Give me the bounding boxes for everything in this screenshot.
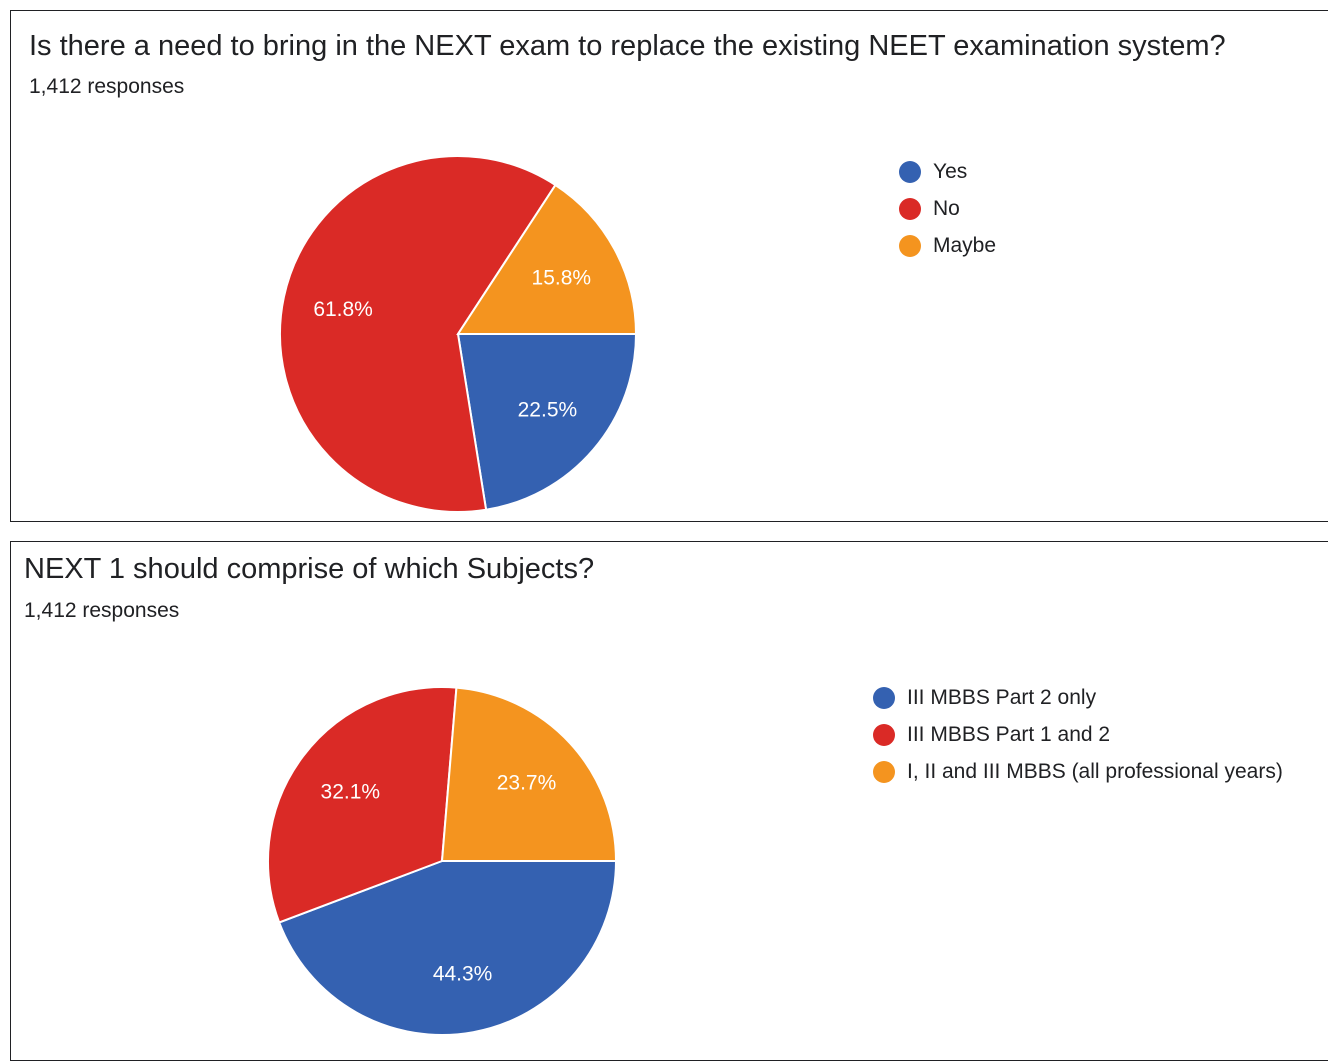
chart-title: NEXT 1 should comprise of which Subjects… — [24, 553, 595, 585]
legend-swatch-part1-and-2 — [873, 723, 895, 746]
legend-item-yes[interactable]: Yes — [899, 153, 996, 190]
slice-percent-label: 44.3% — [433, 963, 493, 986]
legend-label: I, II and III MBBS (all professional yea… — [907, 759, 1283, 783]
chart-title: Is there a need to bring in the NEXT exa… — [29, 30, 1226, 62]
pie-slice-1[interactable] — [456, 333, 638, 511]
slice-percent-label: 23.7% — [497, 772, 557, 795]
response-count: 1,412 responses — [24, 599, 180, 622]
legend-swatch-maybe — [899, 234, 921, 257]
slice-percent-label: 22.5% — [518, 399, 578, 422]
legend-label: III MBBS Part 2 only — [907, 685, 1097, 709]
legend-swatch-all-years — [873, 760, 895, 783]
slice-percent-label: 61.8% — [313, 298, 373, 321]
pie-slice-2[interactable] — [279, 155, 557, 513]
legend-label: No — [933, 196, 960, 220]
legend-label: Maybe — [933, 233, 997, 257]
chart-legend: Yes No Maybe — [899, 153, 996, 264]
slice-percent-label: 15.8% — [532, 267, 592, 290]
pie-chart: 44.3% 32.1% 23.7% — [267, 686, 618, 1036]
legend-swatch-no — [899, 197, 921, 220]
legend-item-part2-only[interactable]: III MBBS Part 2 only — [873, 679, 1283, 716]
legend-label: Yes — [933, 159, 968, 183]
legend-item-maybe[interactable]: Maybe — [899, 227, 996, 264]
slice-percent-label: 32.1% — [321, 780, 381, 803]
legend-item-no[interactable]: No — [899, 190, 996, 227]
pie-slice-3[interactable] — [456, 183, 638, 335]
pie-slice-1[interactable] — [277, 860, 618, 1036]
chart-legend: III MBBS Part 2 only III MBBS Part 1 and… — [873, 679, 1283, 790]
response-count: 1,412 responses — [29, 75, 185, 98]
legend-swatch-part2-only — [873, 686, 895, 709]
chart-card-next1-subjects: NEXT 1 should comprise of which Subjects… — [10, 541, 1328, 1061]
chart-card-need-for-next: Is there a need to bring in the NEXT exa… — [10, 10, 1328, 522]
pie-chart: 22.5% 61.8% 15.8% — [279, 155, 638, 513]
pie-slice-2[interactable] — [267, 686, 458, 924]
legend-label: III MBBS Part 1 and 2 — [907, 722, 1111, 746]
pie-slice-3[interactable] — [440, 686, 618, 862]
legend-item-part1-and-2[interactable]: III MBBS Part 1 and 2 — [873, 716, 1283, 753]
legend-swatch-yes — [899, 160, 921, 183]
legend-item-all-years[interactable]: I, II and III MBBS (all professional yea… — [873, 753, 1283, 790]
